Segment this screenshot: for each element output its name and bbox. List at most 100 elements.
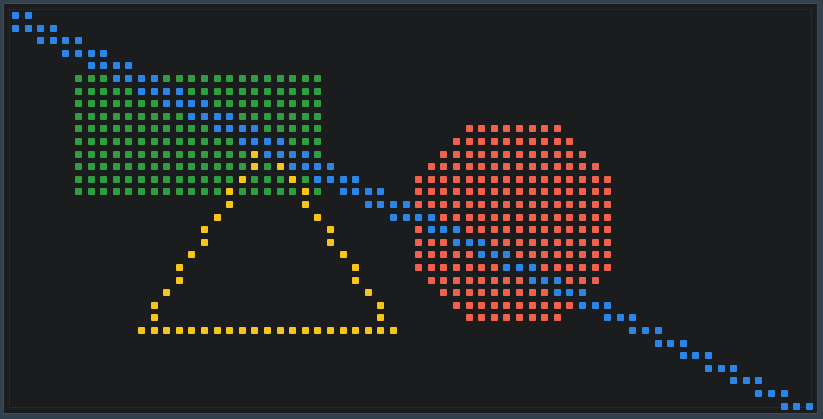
rectangle-pixel [201, 163, 208, 170]
rectangle-pixel [289, 188, 296, 195]
circle-pixel [478, 201, 485, 208]
circle-pixel [541, 125, 548, 132]
line-pixel [62, 50, 69, 57]
circle-pixel [566, 226, 573, 233]
rectangle-pixel [314, 125, 321, 132]
rectangle-pixel [125, 138, 132, 145]
line-pixel [352, 188, 359, 195]
rectangle-pixel [251, 100, 258, 107]
line-pixel [37, 25, 44, 32]
line-pixel [302, 151, 309, 158]
circle-pixel [566, 264, 573, 271]
rectangle-pixel [163, 188, 170, 195]
circle-pixel [491, 239, 498, 246]
circle-pixel [541, 302, 548, 309]
circle-pixel [453, 251, 460, 258]
rectangle-pixel [151, 151, 158, 158]
circle-pixel [503, 125, 510, 132]
circle-pixel [466, 201, 473, 208]
circle-pixel [554, 239, 561, 246]
circle-pixel [491, 151, 498, 158]
triangle-pixel [163, 327, 170, 334]
line-pixel [579, 302, 586, 309]
triangle-pixel [214, 327, 221, 334]
circle-pixel [579, 176, 586, 183]
line-pixel [75, 37, 82, 44]
rectangle-pixel [264, 88, 271, 95]
circle-pixel [466, 302, 473, 309]
rectangle-pixel [264, 125, 271, 132]
line-pixel [251, 125, 258, 132]
line-pixel [113, 75, 120, 82]
circle-pixel [415, 239, 422, 246]
circle-pixel [529, 251, 536, 258]
line-pixel [138, 88, 145, 95]
line-pixel [755, 390, 762, 397]
rectangle-pixel [201, 138, 208, 145]
circle-pixel [541, 176, 548, 183]
circle-pixel [579, 151, 586, 158]
circle-pixel [592, 163, 599, 170]
circle-pixel [491, 201, 498, 208]
rectangle-pixel [176, 125, 183, 132]
circle-pixel [428, 264, 435, 271]
rectangle-pixel [151, 125, 158, 132]
circle-pixel [453, 163, 460, 170]
triangle-pixel [226, 188, 233, 195]
line-pixel [239, 125, 246, 132]
line-pixel [62, 37, 69, 44]
triangle-pixel [176, 264, 183, 271]
triangle-pixel [264, 327, 271, 334]
circle-pixel [466, 251, 473, 258]
triangle-pixel [251, 163, 258, 170]
rectangle-pixel [201, 176, 208, 183]
circle-pixel [453, 302, 460, 309]
circle-pixel [566, 302, 573, 309]
rectangle-pixel [163, 163, 170, 170]
line-pixel [100, 50, 107, 57]
circle-pixel [466, 314, 473, 321]
line-pixel [289, 151, 296, 158]
rectangle-pixel [314, 113, 321, 120]
line-pixel [680, 352, 687, 359]
rectangle-pixel [239, 88, 246, 95]
line-pixel [163, 100, 170, 107]
rectangle-pixel [201, 188, 208, 195]
circle-pixel [579, 188, 586, 195]
circle-pixel [516, 201, 523, 208]
circle-pixel [604, 214, 611, 221]
rectangle-pixel [277, 125, 284, 132]
rectangle-pixel [214, 138, 221, 145]
circle-pixel [415, 188, 422, 195]
line-pixel [680, 340, 687, 347]
circle-pixel [503, 201, 510, 208]
circle-pixel [516, 214, 523, 221]
circle-pixel [478, 151, 485, 158]
line-pixel [75, 50, 82, 57]
drawing-canvas[interactable] [3, 3, 818, 414]
triangle-pixel [327, 327, 334, 334]
rectangle-pixel [314, 100, 321, 107]
circle-pixel [516, 277, 523, 284]
triangle-pixel [188, 327, 195, 334]
circle-pixel [516, 239, 523, 246]
line-pixel [655, 340, 662, 347]
rectangle-pixel [100, 138, 107, 145]
rectangle-pixel [226, 138, 233, 145]
line-pixel [125, 62, 132, 69]
line-pixel [705, 365, 712, 372]
rectangle-pixel [176, 188, 183, 195]
line-pixel [403, 201, 410, 208]
circle-pixel [529, 239, 536, 246]
line-pixel [478, 239, 485, 246]
circle-pixel [554, 302, 561, 309]
circle-pixel [440, 151, 447, 158]
triangle-pixel [377, 302, 384, 309]
rectangle-pixel [201, 125, 208, 132]
circle-pixel [415, 251, 422, 258]
circle-pixel [478, 314, 485, 321]
triangle-pixel [314, 327, 321, 334]
circle-pixel [478, 264, 485, 271]
line-pixel [37, 37, 44, 44]
triangle-pixel [327, 226, 334, 233]
